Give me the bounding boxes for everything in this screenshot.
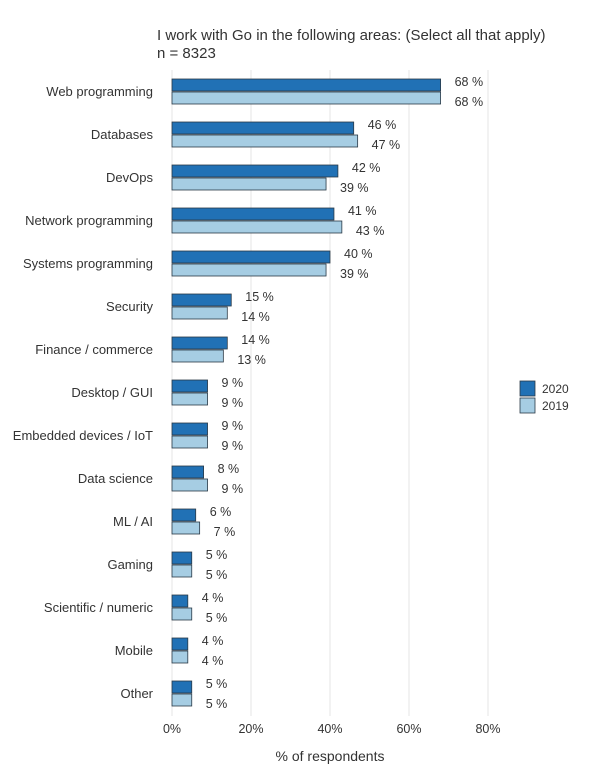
category-label: DevOps: [106, 170, 153, 185]
data-labels: 68 % 68 % 46 % 47 % 42 % 39 % 41 % 43 % 40 % 39 %…: [202, 75, 483, 711]
bars: [171, 78, 442, 707]
bar-2019: [171, 521, 201, 535]
chart-title: I work with Go in the following areas: (…: [157, 27, 546, 44]
category-label: Gaming: [107, 557, 153, 572]
data-label-2019: 5 %: [206, 697, 228, 711]
bar-2020: [171, 78, 442, 92]
legend-swatch: [519, 380, 536, 397]
bar-2020: [171, 293, 232, 307]
bar-2020: [171, 680, 193, 694]
bar-2020: [171, 250, 331, 264]
bar-2019: [171, 392, 208, 406]
bar-2019: [171, 220, 343, 234]
data-label-2020: 9 %: [222, 419, 244, 433]
data-label-2019: 14 %: [241, 310, 269, 324]
data-label-2020: 41 %: [348, 204, 377, 218]
data-label-2019: 4 %: [202, 654, 224, 668]
bar-2019: [171, 177, 327, 191]
data-label-2020: 15 %: [245, 290, 274, 304]
bar-2020: [171, 551, 193, 565]
x-axis-ticks: 0% 20% 40% 60% 80%: [163, 722, 501, 736]
legend-swatch: [519, 397, 536, 414]
category-label: Scientific / numeric: [44, 600, 154, 615]
bar-2020: [171, 422, 208, 436]
x-tick-label: 0%: [163, 722, 181, 736]
x-tick-label: 40%: [317, 722, 342, 736]
bar-2019: [171, 607, 193, 621]
bar-2019: [171, 478, 208, 492]
category-label: Other: [120, 686, 153, 701]
data-label-2020: 68 %: [455, 75, 484, 89]
data-label-2019: 43 %: [356, 224, 385, 238]
data-label-2020: 9 %: [222, 376, 244, 390]
category-label: Finance / commerce: [35, 342, 153, 357]
x-tick-label: 20%: [238, 722, 263, 736]
category-label: Security: [106, 299, 153, 314]
data-label-2019: 9 %: [222, 439, 244, 453]
chart-subtitle: n = 8323: [157, 45, 216, 62]
bar-2019: [171, 349, 224, 363]
category-label: Databases: [91, 127, 154, 142]
data-label-2019: 39 %: [340, 181, 369, 195]
data-label-2020: 4 %: [202, 591, 224, 605]
bar-2019: [171, 263, 327, 277]
legend-label: 2020: [542, 382, 569, 396]
bar-2019: [171, 134, 359, 148]
x-axis-label: % of respondents: [276, 748, 385, 764]
category-label: Mobile: [115, 643, 153, 658]
bar-2020: [171, 637, 189, 651]
bar-2020: [171, 164, 339, 178]
x-tick-label: 80%: [475, 722, 500, 736]
data-label-2019: 68 %: [455, 95, 484, 109]
data-label-2020: 40 %: [344, 247, 373, 261]
data-label-2019: 9 %: [222, 396, 244, 410]
category-label: Web programming: [46, 84, 153, 99]
data-label-2020: 14 %: [241, 333, 269, 347]
bar-2020: [171, 336, 228, 350]
category-label: Desktop / GUI: [71, 385, 153, 400]
data-label-2019: 5 %: [206, 568, 228, 582]
legend: 2020 2019: [519, 380, 569, 414]
bar-2019: [171, 435, 208, 449]
data-label-2020: 42 %: [352, 161, 381, 175]
bar-2019: [171, 91, 442, 105]
category-labels: Web programming Databases DevOps Network pr…: [13, 84, 154, 701]
bar-2020: [171, 121, 355, 135]
data-label-2019: 47 %: [372, 138, 401, 152]
data-label-2019: 9 %: [222, 482, 244, 496]
data-label-2020: 6 %: [210, 505, 232, 519]
data-label-2019: 13 %: [237, 353, 266, 367]
category-label: Network programming: [25, 213, 153, 228]
data-label-2020: 5 %: [206, 548, 228, 562]
bar-2019: [171, 564, 193, 578]
bar-2020: [171, 594, 189, 608]
bar-2020: [171, 508, 197, 522]
data-label-2020: 8 %: [218, 462, 240, 476]
bar-2019: [171, 693, 193, 707]
data-label-2020: 5 %: [206, 677, 228, 691]
bar-2020: [171, 207, 335, 221]
data-label-2019: 39 %: [340, 267, 369, 281]
category-label: Systems programming: [23, 256, 153, 271]
category-label: Data science: [78, 471, 153, 486]
data-label-2019: 5 %: [206, 611, 228, 625]
data-label-2020: 46 %: [368, 118, 397, 132]
x-tick-label: 60%: [396, 722, 421, 736]
category-label: ML / AI: [113, 514, 153, 529]
bar-2019: [171, 306, 228, 320]
bar-2019: [171, 650, 189, 664]
legend-label: 2019: [542, 399, 569, 413]
data-label-2020: 4 %: [202, 634, 224, 648]
category-label: Embedded devices / IoT: [13, 428, 153, 443]
bar-2020: [171, 379, 208, 393]
data-label-2019: 7 %: [214, 525, 236, 539]
bar-2020: [171, 465, 205, 479]
